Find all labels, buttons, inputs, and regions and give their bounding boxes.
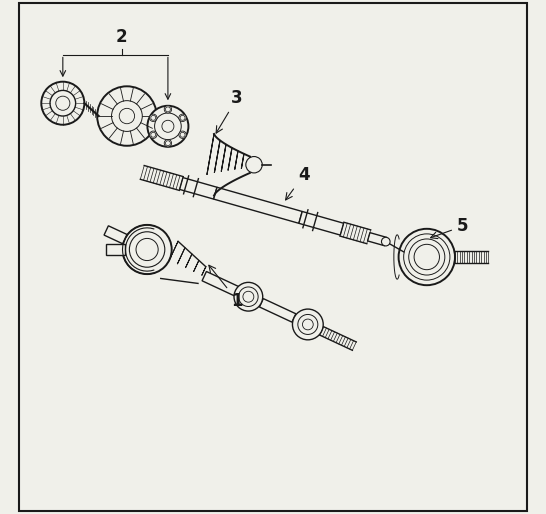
Circle shape [243, 291, 254, 302]
Polygon shape [259, 299, 296, 322]
Circle shape [399, 229, 455, 285]
Circle shape [164, 106, 171, 113]
Polygon shape [213, 187, 302, 223]
Circle shape [50, 90, 76, 116]
Polygon shape [299, 211, 343, 235]
Circle shape [414, 244, 440, 270]
Polygon shape [202, 271, 239, 296]
Circle shape [150, 114, 157, 121]
Circle shape [162, 120, 174, 132]
Circle shape [293, 309, 323, 340]
Circle shape [246, 157, 262, 173]
Circle shape [56, 96, 70, 111]
Text: 4: 4 [286, 166, 310, 200]
Circle shape [147, 106, 188, 147]
Circle shape [164, 139, 171, 147]
Polygon shape [104, 226, 127, 244]
Circle shape [155, 113, 181, 140]
Circle shape [111, 101, 143, 132]
Circle shape [165, 141, 170, 145]
Text: 1: 1 [209, 265, 243, 309]
Circle shape [180, 115, 185, 120]
Circle shape [122, 225, 171, 274]
Circle shape [179, 114, 186, 121]
Circle shape [150, 131, 157, 138]
Circle shape [179, 131, 186, 138]
Circle shape [403, 234, 450, 280]
Circle shape [136, 238, 158, 261]
Circle shape [151, 132, 156, 137]
Circle shape [129, 232, 165, 267]
Circle shape [165, 107, 170, 112]
Circle shape [97, 86, 157, 146]
Text: 2: 2 [116, 28, 128, 46]
Circle shape [302, 319, 313, 330]
Text: 5: 5 [431, 217, 468, 238]
Circle shape [239, 287, 258, 306]
Polygon shape [106, 244, 125, 254]
Circle shape [409, 239, 445, 275]
Polygon shape [180, 177, 217, 199]
Circle shape [180, 132, 185, 137]
Circle shape [382, 237, 390, 246]
Circle shape [298, 315, 318, 335]
Circle shape [151, 115, 156, 120]
Circle shape [119, 108, 135, 124]
Polygon shape [367, 233, 387, 246]
Circle shape [41, 82, 85, 125]
Text: 3: 3 [216, 89, 243, 133]
Circle shape [234, 282, 263, 311]
